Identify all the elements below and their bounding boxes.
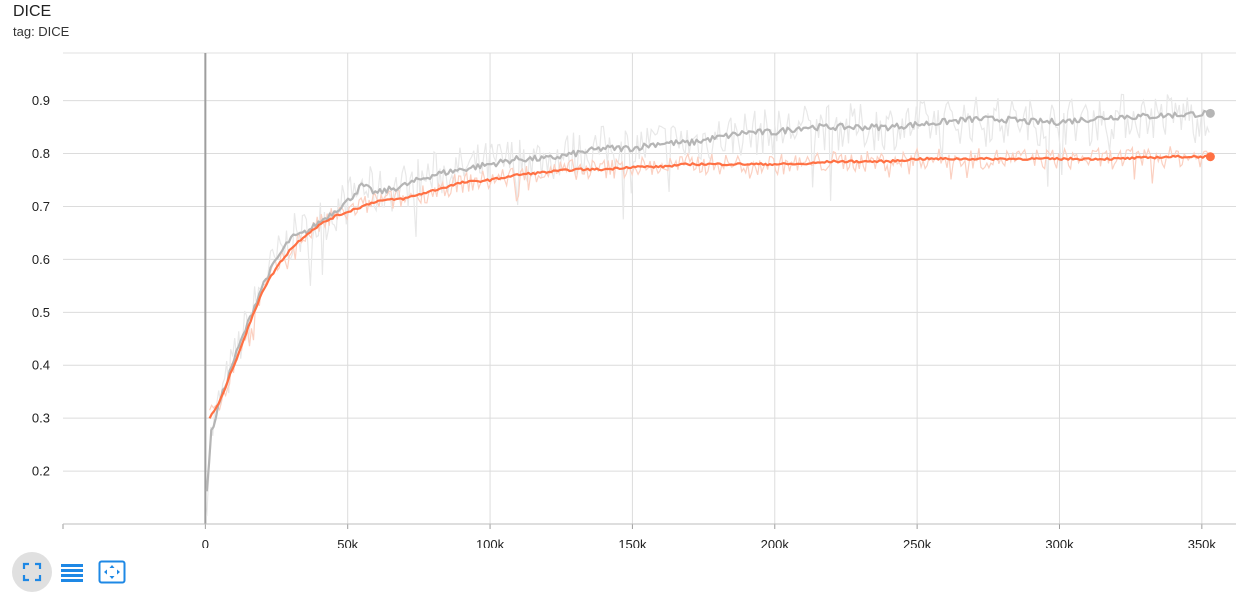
chart-toolbar: [12, 552, 132, 592]
series-end-point: [1205, 152, 1215, 162]
y-tick-label: 0.8: [32, 146, 50, 161]
card-subtitle: tag: DICE: [13, 24, 70, 39]
x-tick-label: 200k: [761, 537, 790, 548]
y-tick-label: 0.6: [32, 252, 50, 267]
fit-domain-icon: [98, 560, 126, 584]
y-tick-label: 0.4: [32, 358, 50, 373]
x-tick-label: 100k: [476, 537, 505, 548]
x-tick-label: 50k: [337, 537, 358, 548]
y-tick-label: 0.2: [32, 464, 50, 479]
x-tick-label: 300k: [1045, 537, 1074, 548]
x-tick-label: 250k: [903, 537, 932, 548]
fullscreen-button[interactable]: [12, 552, 52, 592]
series-line: [205, 109, 1212, 492]
y-tick-label: 0.3: [32, 411, 50, 426]
chart-grid: [63, 52, 1236, 524]
raw-series-line: [209, 145, 1211, 412]
data-list-icon: [61, 564, 83, 582]
toggle-data-table-button[interactable]: [52, 552, 92, 592]
smoothed-series-lines: [205, 108, 1215, 492]
x-tick-label: 0: [202, 537, 209, 548]
y-tick-label: 0.5: [32, 305, 50, 320]
x-tick-label: 150k: [618, 537, 647, 548]
card-title: DICE: [13, 3, 52, 20]
dice-line-chart: 0 50k 100k 150k 200k 250k 300k 350k 0.20.30.40.…: [32, 52, 1236, 548]
fullscreen-icon: [22, 562, 42, 582]
y-axis: 0.2 0.3 0.4 0.5 0.6 0.7 0.8 0.9: [32, 93, 50, 478]
series-line: [208, 154, 1212, 419]
raw-series-lines: [206, 93, 1211, 517]
x-tick-label: 350k: [1188, 537, 1217, 548]
series-end-point: [1205, 108, 1215, 118]
x-axis: 0 50k 100k 150k 200k 250k 300k 350k: [62, 523, 1236, 548]
raw-series-line: [206, 93, 1210, 517]
y-tick-label: 0.9: [32, 93, 50, 108]
fit-domain-button[interactable]: [92, 552, 132, 592]
y-tick-label: 0.7: [32, 199, 50, 214]
